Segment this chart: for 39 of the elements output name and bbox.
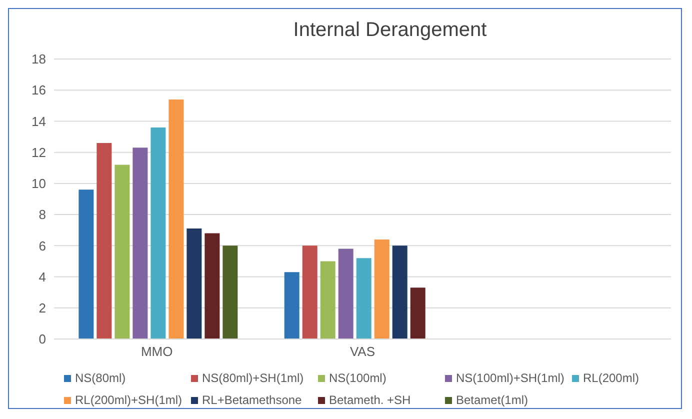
- y-tick-label: 4: [38, 269, 46, 284]
- bar: [392, 246, 408, 339]
- y-tick-label: 8: [38, 207, 46, 222]
- y-tick-label: 6: [38, 238, 46, 254]
- bar: [204, 233, 220, 339]
- bar: [78, 190, 94, 339]
- legend-label: Betamet(1ml): [456, 393, 528, 407]
- legend-label: RL(200ml): [583, 371, 640, 385]
- y-tick-label: 0: [38, 332, 46, 347]
- legend-label: NS(80ml): [75, 371, 126, 385]
- legend-label: RL(200ml)+SH(1ml): [75, 393, 182, 407]
- legend-label: NS(80ml)+SH(1ml): [202, 371, 304, 385]
- bar: [284, 272, 300, 339]
- legend-label: RL+Betamethsone: [202, 393, 302, 407]
- chart-title: Internal Derangement: [292, 19, 488, 43]
- y-tick-label: 10: [32, 176, 46, 192]
- x-tick-label: MMO: [140, 344, 173, 360]
- bar: [222, 246, 238, 339]
- y-tick-label: 14: [32, 114, 46, 129]
- x-tick-label: VAS: [350, 344, 376, 360]
- y-tick-label: 16: [32, 82, 46, 98]
- y-tick-label: 18: [32, 52, 46, 67]
- bar: [114, 164, 130, 339]
- bar: [320, 261, 336, 339]
- y-tick-label: 2: [38, 300, 46, 316]
- bar: [96, 143, 112, 339]
- bar: [168, 99, 184, 339]
- bar: [150, 127, 166, 339]
- bar: [302, 246, 318, 339]
- bar: [186, 228, 202, 339]
- legend-label: NS(100ml)+SH(1ml): [456, 371, 564, 385]
- legend-label: Betameth. +SH: [329, 393, 411, 407]
- bar: [374, 239, 390, 339]
- bar: [338, 248, 354, 339]
- y-tick-label: 12: [32, 144, 46, 160]
- bar: [132, 148, 148, 339]
- bar: [410, 288, 426, 339]
- bar: [356, 258, 372, 339]
- legend-label: NS(100ml): [329, 371, 386, 385]
